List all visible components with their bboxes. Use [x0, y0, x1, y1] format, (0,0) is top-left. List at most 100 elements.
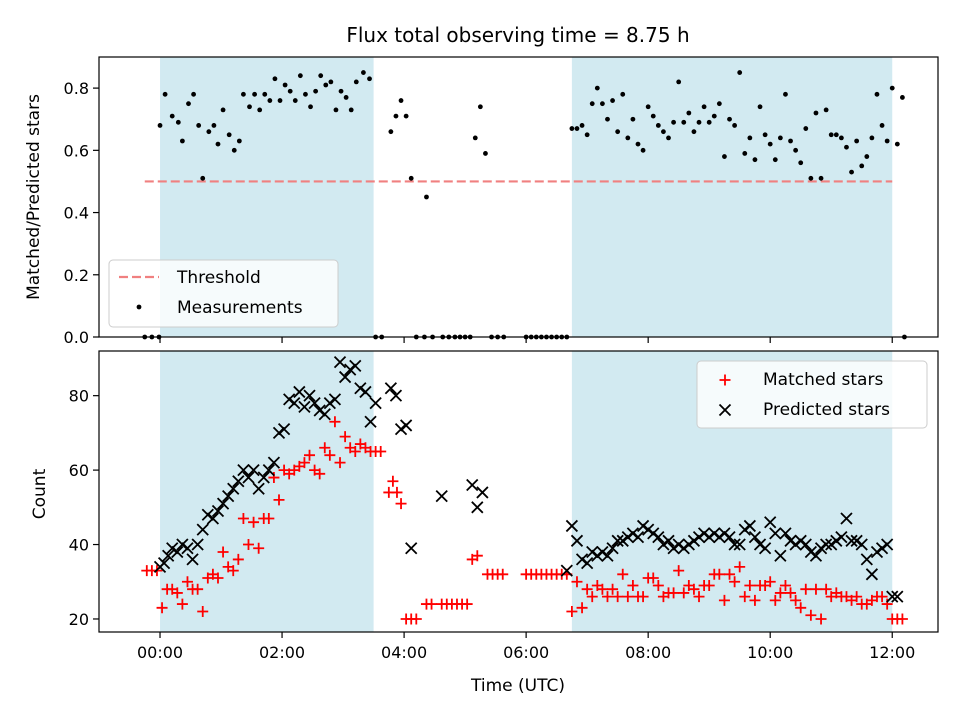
- measurement-point: [894, 141, 900, 147]
- measurement-point: [793, 147, 799, 153]
- measurement-point: [732, 123, 738, 128]
- predicted-star-point: [252, 482, 265, 495]
- predicted-star-point: [804, 545, 818, 559]
- predicted-star-point: [825, 538, 838, 551]
- matched-star-point: [273, 494, 285, 506]
- predicted-star-point: [471, 501, 484, 514]
- matched-star-point: [734, 561, 746, 573]
- legend-predicted-swatch: [718, 403, 732, 417]
- x-tick-label: 12:00: [869, 643, 915, 662]
- predicted-star-point: [247, 463, 260, 477]
- predicted-star-point: [354, 382, 367, 395]
- measurement-point: [353, 79, 359, 85]
- measurement-point: [833, 132, 839, 138]
- measurement-point: [211, 123, 217, 128]
- predicted-star-point: [216, 497, 230, 510]
- matched-star-point: [253, 542, 265, 554]
- matched-star-point: [622, 591, 634, 603]
- predicted-star-point: [166, 542, 179, 555]
- predicted-star-point: [748, 530, 762, 544]
- predicted-star-point: [723, 530, 736, 544]
- measurement-point: [808, 175, 814, 181]
- measurement-point: [640, 147, 646, 153]
- measurement-point: [388, 129, 394, 135]
- measurement-point: [630, 116, 636, 122]
- predicted-star-point: [789, 538, 802, 551]
- predicted-star-point: [784, 534, 797, 547]
- predicted-star-point: [318, 408, 331, 421]
- measurement-point: [303, 91, 308, 97]
- measurement-point: [818, 175, 824, 181]
- measurement-point: [157, 123, 163, 128]
- measurement-point: [869, 135, 875, 141]
- measurement-point: [282, 82, 288, 88]
- predicted-star-point: [647, 527, 660, 540]
- predicted-star-point: [162, 549, 175, 562]
- measurement-point: [854, 138, 860, 144]
- legend-predicted-label: Predicted stars: [763, 400, 890, 420]
- shaded-interval: [571, 57, 893, 337]
- predicted-star-point: [891, 590, 904, 603]
- matched-star-point: [627, 579, 639, 591]
- predicted-star-point: [288, 396, 301, 410]
- predicted-star-point: [642, 523, 655, 536]
- measurement-point: [297, 73, 303, 79]
- matched-star-point: [349, 445, 361, 457]
- measurement-point: [610, 98, 615, 103]
- measurement-point: [838, 135, 844, 141]
- matched-star-point: [497, 568, 509, 580]
- matched-star-point: [673, 565, 685, 577]
- predicted-star-point: [631, 530, 645, 544]
- measurement-point: [752, 157, 758, 163]
- measurement-point: [403, 113, 409, 119]
- measurement-point: [874, 91, 880, 97]
- matched-star-point: [268, 472, 280, 484]
- matched-star-point: [713, 568, 725, 580]
- measurement-point: [727, 116, 732, 122]
- top-panel: 0.00.20.40.60.8 Matched/Predicted stars …: [24, 56, 939, 347]
- matched-star-point: [668, 587, 680, 599]
- x-tick-label: 02:00: [259, 643, 305, 662]
- predicted-star-point: [601, 549, 614, 562]
- measurement-point: [472, 135, 478, 141]
- matched-star-point: [181, 576, 193, 588]
- matched-star-point: [774, 587, 786, 599]
- predicted-star-point: [667, 542, 680, 555]
- predicted-star-point: [405, 542, 418, 555]
- measurement-point: [483, 151, 488, 156]
- predicted-star-point: [349, 359, 362, 373]
- measurement-point: [579, 123, 585, 128]
- predicted-star-point: [611, 534, 624, 547]
- measurement-point: [328, 79, 334, 85]
- measurement-point: [477, 104, 483, 110]
- measurement-point: [247, 104, 252, 110]
- predicted-star-point: [186, 553, 199, 566]
- bottom-axes-frame: [98, 350, 939, 633]
- predicted-star-point: [855, 538, 868, 551]
- measurement-point: [681, 119, 687, 125]
- predicted-star-point: [157, 557, 171, 570]
- measurement-point: [186, 101, 191, 107]
- predicted-star-point: [886, 590, 899, 603]
- matched-star-point: [810, 583, 822, 595]
- predicted-star-point: [687, 534, 701, 547]
- measurement-point: [645, 104, 651, 110]
- matched-star-point: [156, 602, 168, 614]
- predicted-star-point: [171, 545, 184, 559]
- predicted-star-point: [769, 527, 782, 540]
- measurement-point: [569, 126, 575, 131]
- predicted-star-point: [850, 534, 863, 547]
- matched-star-point: [581, 583, 593, 595]
- matched-star-point: [739, 591, 751, 603]
- predicted-star-point: [476, 486, 489, 499]
- predicted-star-point: [201, 508, 214, 521]
- predicted-star-point: [222, 490, 235, 503]
- predicted-star-point: [298, 400, 311, 413]
- matched-star-point: [571, 576, 583, 588]
- measurement-point: [175, 119, 181, 125]
- predicted-star-point: [708, 527, 721, 540]
- predicted-star-point: [575, 553, 589, 566]
- matched-star-point: [319, 442, 331, 454]
- predicted-star-point: [621, 530, 634, 544]
- predicted-star-point: [211, 504, 225, 518]
